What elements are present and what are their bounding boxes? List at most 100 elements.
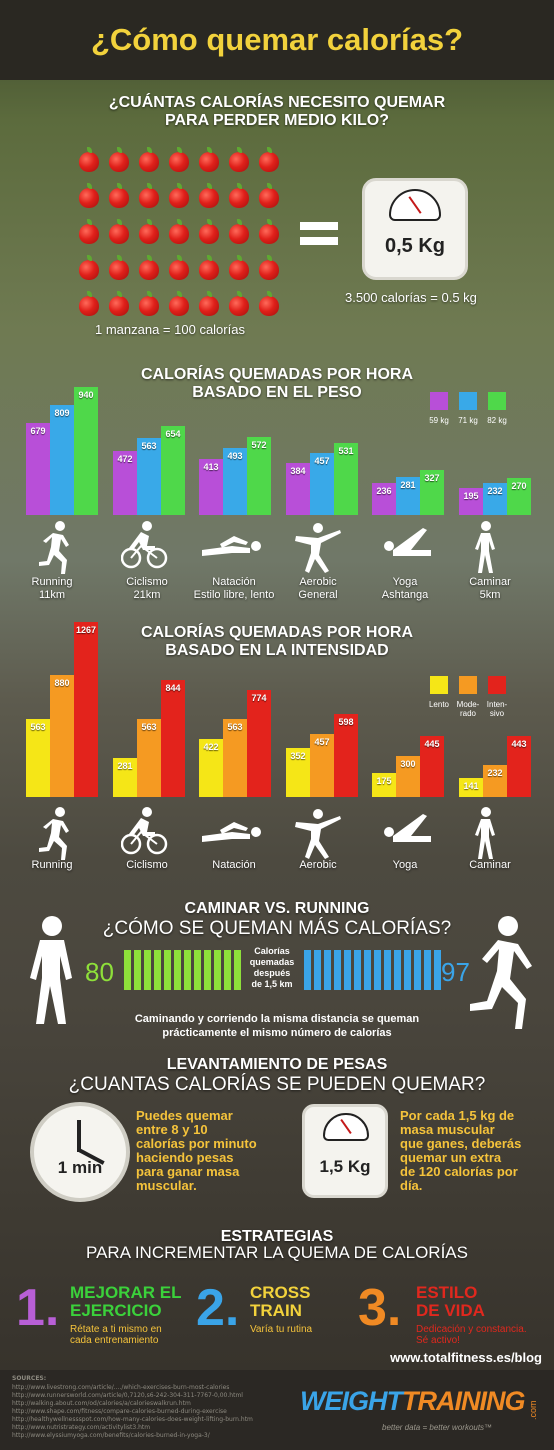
walk-tick xyxy=(214,950,221,990)
bar-4-0 xyxy=(372,773,396,797)
run-calories: 97 xyxy=(441,957,470,987)
strategy-number: 2. xyxy=(196,1279,240,1337)
source-link[interactable]: http://healthywellnessspot.com/how-many-… xyxy=(12,1416,253,1423)
bar-value-label: 195 xyxy=(463,491,479,501)
activity-name: Ciclismo xyxy=(126,859,168,871)
apple-icon xyxy=(199,219,219,244)
scale-small-label: 1,5 Kg xyxy=(319,1157,371,1176)
bar-value-label: 232 xyxy=(487,768,503,778)
source-link[interactable]: http://www.elyssiumyoga.com/benefits/cal… xyxy=(12,1432,210,1439)
section4-heading-line1: CAMINAR VS. RUNNING xyxy=(184,900,370,917)
apple-icon xyxy=(109,291,129,316)
run-tick xyxy=(334,950,341,990)
source-link[interactable]: http://www.nutristrategy.com/activitylis… xyxy=(12,1424,151,1431)
bar-0-0 xyxy=(26,423,50,515)
bar-1-1 xyxy=(137,438,161,515)
strategy-subtitle: Dedicación y constancia. Sé activo! xyxy=(416,1324,527,1346)
footer xyxy=(0,1370,554,1450)
strategy-sub-line1: Dedicación y constancia. xyxy=(416,1324,527,1335)
bar-1-0 xyxy=(113,758,137,797)
apple-icon xyxy=(259,183,279,208)
text-line: quemar un extra xyxy=(400,1150,502,1165)
bar-3-1 xyxy=(310,453,334,515)
walk-tick xyxy=(224,950,231,990)
bar-value-label: 300 xyxy=(400,759,416,769)
section1-heading-line2: PARA PERDER MEDIO KILO? xyxy=(164,112,389,129)
strategy-number: 3. xyxy=(358,1279,402,1337)
apple-icon xyxy=(169,147,189,172)
bar-value-label: 809 xyxy=(54,408,70,418)
running-person-icon xyxy=(470,916,532,1029)
source-link[interactable]: http://www.runnersworld.com/article/0,71… xyxy=(12,1392,243,1399)
apple-icon xyxy=(199,255,219,280)
strategy-number: 1. xyxy=(16,1279,60,1337)
yoga-icon xyxy=(384,528,431,556)
walk-calories: 80 xyxy=(85,957,114,987)
activity-sub: 21km xyxy=(133,589,161,601)
bar-5-2 xyxy=(507,478,531,515)
bar-value-label: 232 xyxy=(487,486,503,496)
activity-label: Caminar 5km xyxy=(445,576,535,602)
apple-icon xyxy=(199,183,219,208)
bar-4-2 xyxy=(420,470,444,515)
bar-value-label: 531 xyxy=(338,446,354,456)
bar-value-label: 563 xyxy=(227,722,243,732)
source-link[interactable]: http://walking.about.com/od/calories/a/c… xyxy=(12,1400,191,1407)
text-line: que ganes, deberás xyxy=(400,1136,522,1151)
bar-1-2 xyxy=(161,680,185,797)
apple-note: 1 manzana = 100 calorías xyxy=(95,322,245,337)
legend-label-intensivo: Inten-sivo xyxy=(486,700,508,718)
apple-icon xyxy=(169,219,189,244)
source-link[interactable]: http://www.livestrong.com/article/..../w… xyxy=(12,1384,230,1391)
bar-5-0 xyxy=(459,778,483,797)
section5-heading-line2: ¿CUANTAS CALORÍAS SE PUEDEN QUEMAR? xyxy=(68,1074,486,1095)
bar-0-2 xyxy=(74,622,98,797)
activity-sub: Ashtanga xyxy=(381,589,429,601)
site-link[interactable]: www.totalfitness.es/blog xyxy=(390,1350,542,1365)
walk-tick xyxy=(174,950,181,990)
bar-value-label: 327 xyxy=(424,473,440,483)
bar-value-label: 563 xyxy=(141,722,157,732)
walk-tick xyxy=(234,950,241,990)
clock-hand-minute xyxy=(77,1120,81,1152)
bar-3-0 xyxy=(286,748,310,797)
walk-tick xyxy=(154,950,161,990)
legend-label-lento: Lento xyxy=(428,700,450,709)
bar-0-1 xyxy=(50,405,74,515)
bar-value-label: 270 xyxy=(511,481,527,491)
apple-icon xyxy=(169,183,189,208)
scale-small-dial xyxy=(323,1113,369,1141)
walk-tick xyxy=(144,950,151,990)
scale-label: 0,5 Kg xyxy=(384,235,446,257)
activity-label: Caminar xyxy=(445,859,535,872)
apple-icon xyxy=(79,291,99,316)
bar-4-1 xyxy=(396,477,420,515)
section3-heading-line1: CALORÍAS QUEMADAS POR HORA xyxy=(140,624,413,641)
legend-label-59kg: 59 kg xyxy=(429,416,449,425)
running-icon xyxy=(39,521,69,574)
run-tick xyxy=(324,950,331,990)
activity-label: Natación Estilo libre, lento xyxy=(189,576,279,602)
activity-sub: 11km xyxy=(38,589,66,601)
apple-icon xyxy=(79,219,99,244)
run-tick xyxy=(314,950,321,990)
page-title: ¿Cómo quemar calorías? xyxy=(90,22,464,57)
apple-icon xyxy=(139,291,159,316)
strategy-title-line1: CROSS xyxy=(250,1283,311,1302)
apple-icon xyxy=(229,219,249,244)
title-bar xyxy=(0,0,554,80)
bar-value-label: 472 xyxy=(117,454,133,464)
apple-icon xyxy=(79,255,99,280)
run-tick xyxy=(374,950,381,990)
aerobic-icon xyxy=(295,809,341,859)
apple-icon xyxy=(229,183,249,208)
walk-tick xyxy=(184,950,191,990)
activity-label: Yoga xyxy=(360,859,450,872)
text-line: Por cada 1,5 kg de xyxy=(400,1108,515,1123)
source-link[interactable]: http://www.shape.com/fitness/compare-cal… xyxy=(12,1408,227,1415)
apple-icon xyxy=(79,183,99,208)
apple-icon xyxy=(109,147,129,172)
brand-word2: TRAINING xyxy=(402,1386,525,1416)
scale-small-icon: 1,5 Kg xyxy=(302,1104,388,1198)
